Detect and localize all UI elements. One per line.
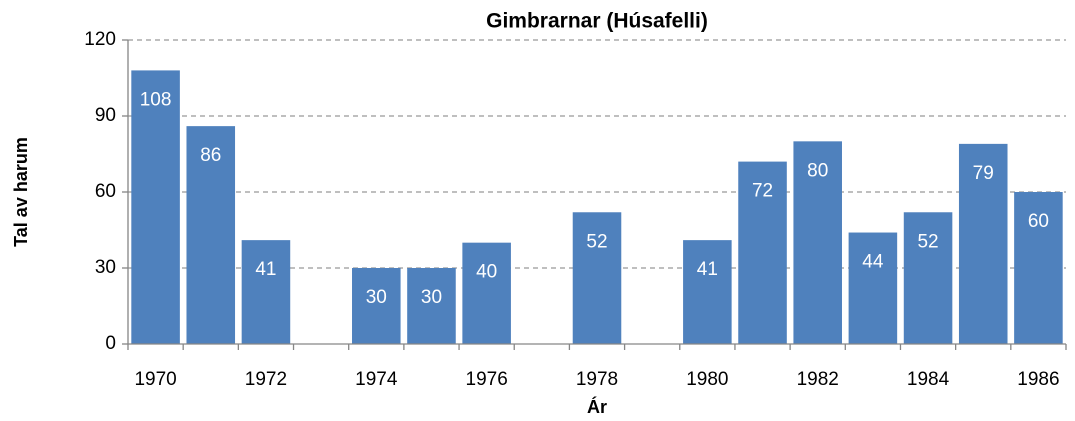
y-tick-label: 0 bbox=[105, 333, 116, 354]
value-label: 40 bbox=[476, 262, 497, 283]
y-axis-title: Tal av harum bbox=[11, 137, 31, 247]
bar bbox=[131, 70, 180, 345]
value-label: 52 bbox=[917, 231, 938, 252]
y-tick-label: 30 bbox=[95, 257, 116, 278]
x-tick-label: 1982 bbox=[797, 369, 839, 390]
bar bbox=[462, 242, 511, 344]
x-tick-label: 1974 bbox=[355, 369, 398, 390]
x-tick-label: 1970 bbox=[134, 369, 176, 390]
bar bbox=[958, 143, 1008, 344]
y-tick-label: 120 bbox=[84, 29, 116, 50]
value-label: 41 bbox=[697, 259, 718, 280]
x-tick-label: 1986 bbox=[1017, 369, 1059, 390]
bar bbox=[848, 232, 898, 344]
value-label: 44 bbox=[862, 252, 884, 273]
y-tick-label: 60 bbox=[95, 181, 116, 202]
value-label: 52 bbox=[586, 231, 607, 252]
value-label: 108 bbox=[140, 89, 172, 110]
value-label: 79 bbox=[973, 163, 994, 184]
bar bbox=[241, 240, 291, 344]
value-label: 80 bbox=[807, 160, 828, 181]
x-tick-label: 1980 bbox=[686, 369, 728, 390]
bar bbox=[186, 126, 236, 344]
value-label: 72 bbox=[752, 181, 773, 202]
bar bbox=[407, 268, 456, 344]
bar bbox=[352, 268, 401, 344]
y-tick-label: 90 bbox=[95, 105, 116, 126]
chart-title: Gimbrarnar (Húsafelli) bbox=[486, 10, 708, 33]
value-label: 86 bbox=[200, 145, 221, 166]
x-tick-label: 1984 bbox=[907, 369, 950, 390]
x-tick-label: 1978 bbox=[576, 369, 618, 390]
value-label: 30 bbox=[421, 287, 442, 308]
x-tick-label: 1976 bbox=[466, 369, 508, 390]
bar bbox=[738, 161, 787, 344]
value-label: 30 bbox=[366, 287, 387, 308]
bar bbox=[1014, 192, 1063, 344]
value-label: 41 bbox=[255, 259, 276, 280]
x-tick-label: 1972 bbox=[245, 369, 287, 390]
x-axis-title: Ár bbox=[587, 396, 607, 417]
bar bbox=[683, 240, 732, 344]
value-label: 60 bbox=[1028, 211, 1049, 232]
bar bbox=[572, 212, 622, 344]
bar bbox=[793, 141, 842, 344]
bar bbox=[903, 212, 953, 344]
